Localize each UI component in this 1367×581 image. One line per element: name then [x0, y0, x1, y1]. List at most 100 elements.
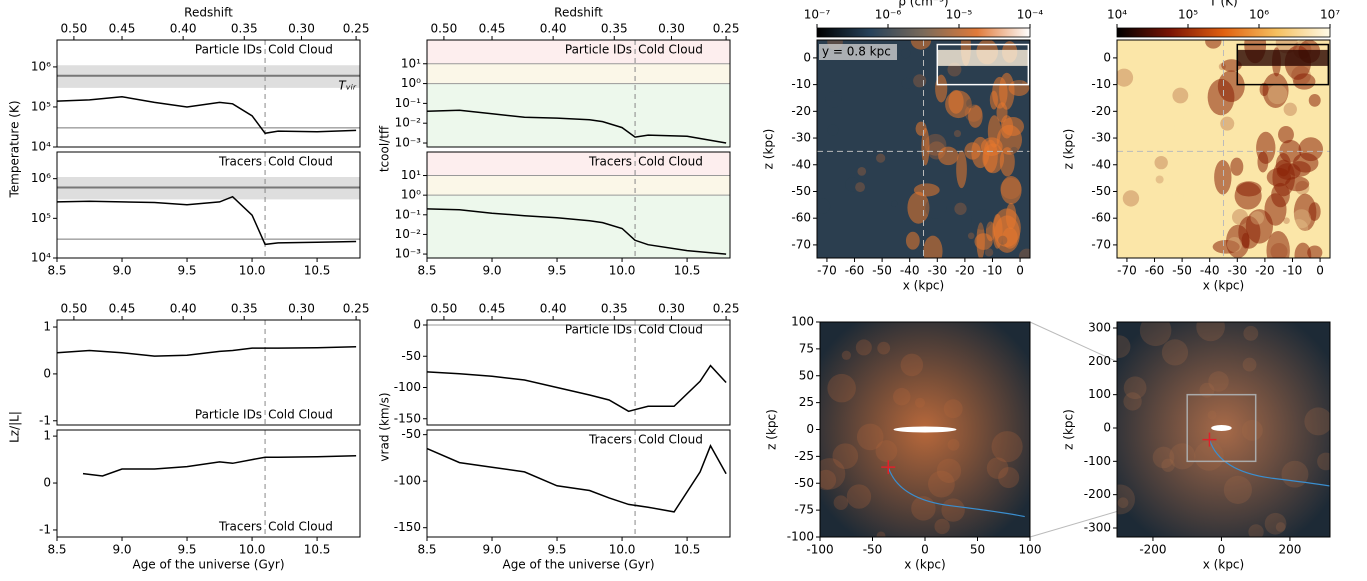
- band: [427, 83, 730, 147]
- y-tick-label: -100: [787, 530, 814, 544]
- x-tick-label: -50: [872, 264, 892, 278]
- x-tick-label: -20: [955, 264, 975, 278]
- panel-label: Particle IDs: [565, 323, 632, 337]
- x-tick-label: 8.5: [417, 264, 436, 278]
- map-cell: [855, 182, 866, 193]
- map-cell: [900, 353, 924, 377]
- x2-tick-label: 0.45: [109, 22, 136, 36]
- median-line: [426, 364, 727, 413]
- band: [427, 152, 730, 176]
- map-cell: [927, 141, 946, 160]
- map-cell: [1208, 371, 1229, 392]
- map-cell: [1152, 446, 1175, 469]
- map-cell: [827, 373, 856, 403]
- x-tick-label: 0: [921, 543, 929, 557]
- x2-tick-label: 0.30: [288, 22, 315, 36]
- plot-frame: [816, 39, 1031, 259]
- plot-frame: [426, 151, 731, 259]
- y-tick-label: -50: [401, 427, 421, 441]
- map-cell: [947, 438, 960, 451]
- map-cell: [953, 129, 962, 138]
- y-tick-label: 10⁵: [31, 211, 51, 225]
- y-tick-label: -50: [791, 184, 811, 198]
- x-tick-label: 10.5: [304, 264, 331, 278]
- x2-tick-label: 0.30: [658, 302, 685, 316]
- y-tick-label: -1: [39, 413, 51, 427]
- x-tick-label: 9.5: [547, 543, 566, 557]
- inset-box: [1236, 43, 1330, 86]
- y-tick-label: -70: [791, 237, 811, 251]
- x2-tick-label: 0.35: [601, 302, 628, 316]
- x2-tick-label: 0.45: [479, 22, 506, 36]
- map-clump: [1212, 240, 1240, 254]
- map-cell: [1242, 357, 1257, 372]
- map-clump: [1259, 82, 1269, 97]
- map-cell: [1275, 522, 1286, 532]
- map-cell: [877, 341, 891, 355]
- map-clump: [989, 90, 999, 110]
- x-tick-label: 9.5: [177, 543, 196, 557]
- map-cell: [1194, 441, 1224, 471]
- cloud-trajectory: [1208, 439, 1330, 487]
- map-cell: [825, 91, 842, 108]
- y-tick-label: 25: [799, 395, 814, 409]
- y-tick-label: -30: [791, 131, 811, 145]
- map-cell: [1190, 148, 1209, 167]
- y-tick-label: 10⁵: [31, 99, 51, 113]
- map-cell: [913, 74, 927, 88]
- y-tick-label: -1: [39, 522, 51, 536]
- map-cell: [901, 77, 913, 89]
- map-cell: [967, 232, 975, 240]
- y-tick-label: 1: [43, 429, 51, 443]
- y-tick-label: -60: [1091, 211, 1111, 225]
- map-clump: [1264, 193, 1287, 226]
- x2-tick-label: 0.35: [231, 302, 258, 316]
- x2-tick-label: 0.45: [109, 302, 136, 316]
- annotation: y = 0.8 kpc: [822, 45, 891, 59]
- plot-frame: [56, 39, 361, 148]
- map-cell: [1172, 87, 1189, 104]
- map-cell: [1161, 339, 1189, 366]
- panel-label: Tracers: [588, 155, 632, 169]
- x-tick-label: -30: [927, 264, 947, 278]
- map-cell: [1117, 497, 1129, 509]
- map-cell: [876, 153, 886, 163]
- map-clump: [1262, 72, 1289, 108]
- map-clump: [905, 231, 920, 250]
- map-clump: [1205, 40, 1222, 49]
- x-tick-label: 10.5: [674, 543, 701, 557]
- y-tick-label: 50: [799, 368, 814, 382]
- y-tick-label: -70: [1091, 237, 1111, 251]
- map-cell: [1207, 410, 1217, 420]
- map-cell: [1218, 63, 1226, 71]
- map-cell: [927, 470, 955, 498]
- y-tick-label: -150: [394, 520, 421, 534]
- x2-tick-label: 0.50: [61, 22, 88, 36]
- x-tick-label: 9.0: [112, 543, 131, 557]
- x-tick-label: 8.5: [417, 543, 436, 557]
- map-clump: [913, 183, 940, 197]
- y-tick-label: 10⁻¹: [395, 96, 422, 110]
- x-tick-label: -60: [1145, 264, 1165, 278]
- map-clump: [999, 72, 1015, 110]
- map-clump: [1230, 157, 1244, 176]
- map-cell: [1264, 512, 1287, 535]
- plot-frame: [426, 319, 731, 426]
- y-tick-label: -100: [1084, 454, 1111, 468]
- galaxy-disk: [893, 426, 957, 433]
- panel-label: Cold Cloud: [638, 43, 703, 57]
- y-tick-label: 10⁻³: [395, 136, 422, 150]
- x2-tick-label: 0.30: [288, 302, 315, 316]
- map-clump: [1241, 232, 1250, 249]
- map-cell: [845, 177, 860, 192]
- map-cell: [943, 399, 963, 419]
- map-clump: [1257, 151, 1269, 173]
- x2-tick-label: 0.50: [431, 302, 458, 316]
- map-cell: [855, 339, 872, 356]
- plot-frame: [56, 319, 361, 426]
- map-clump: [1308, 93, 1321, 107]
- map-cell: [817, 198, 831, 214]
- x-axis-label: x (kpc): [904, 558, 945, 572]
- x-tick-label: -10: [983, 264, 1003, 278]
